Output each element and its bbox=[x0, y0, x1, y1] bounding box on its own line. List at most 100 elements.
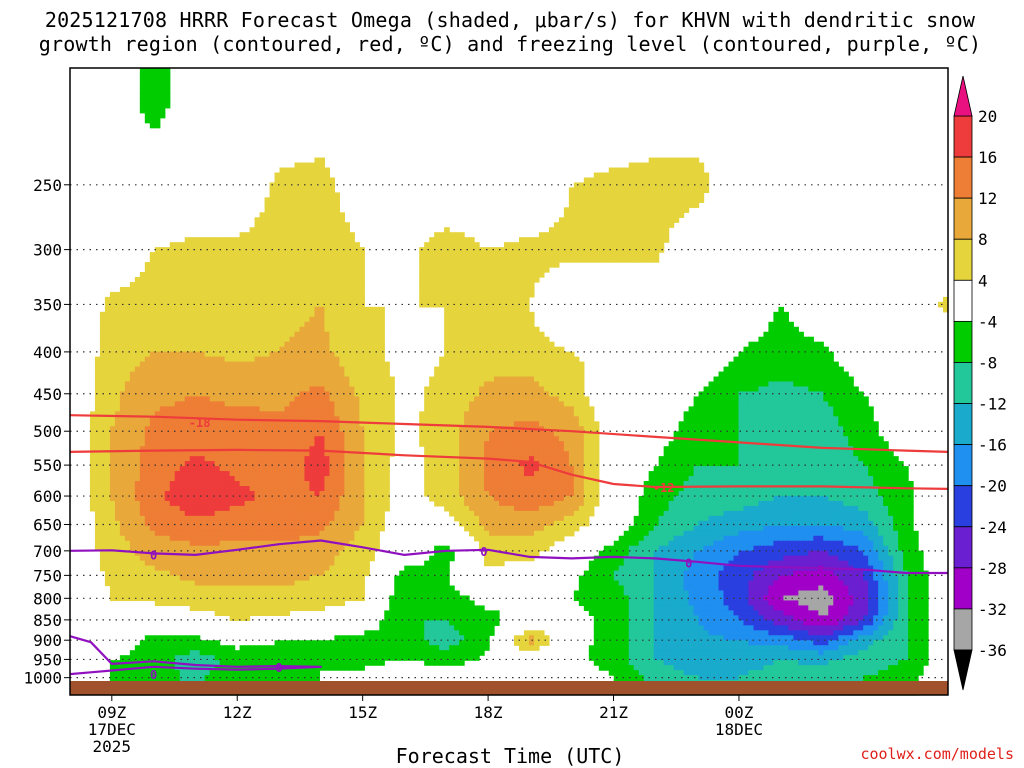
omega-cell bbox=[454, 401, 460, 407]
omega-cell bbox=[534, 431, 540, 437]
omega-cell bbox=[290, 406, 296, 412]
omega-cell bbox=[275, 252, 281, 258]
omega-cell bbox=[260, 421, 266, 427]
omega-cell bbox=[599, 232, 605, 238]
omega-cell bbox=[469, 307, 475, 313]
omega-cell bbox=[285, 357, 291, 363]
omega-cell bbox=[644, 212, 650, 218]
omega-cell bbox=[679, 177, 685, 183]
omega-cell bbox=[299, 431, 305, 437]
omega-cell bbox=[514, 267, 520, 273]
omega-cell bbox=[444, 307, 450, 313]
omega-cell bbox=[519, 406, 525, 412]
omega-cell bbox=[743, 406, 749, 412]
omega-cell bbox=[629, 197, 635, 203]
omega-cell bbox=[225, 362, 231, 368]
omega-cell bbox=[788, 357, 794, 363]
omega-cell bbox=[324, 436, 330, 442]
omega-cell bbox=[245, 267, 251, 273]
omega-cell bbox=[729, 372, 735, 378]
omega-cell bbox=[250, 357, 256, 363]
omega-cell bbox=[175, 327, 181, 333]
omega-cell bbox=[324, 262, 330, 268]
omega-cell bbox=[304, 411, 310, 417]
omega-cell bbox=[299, 227, 305, 233]
omega-cell bbox=[304, 372, 310, 378]
omega-cell bbox=[354, 332, 360, 338]
omega-cell bbox=[684, 416, 690, 422]
omega-cell bbox=[334, 267, 340, 273]
omega-cell bbox=[489, 277, 495, 283]
omega-cell bbox=[265, 386, 271, 392]
omega-cell bbox=[135, 292, 141, 298]
omega-cell bbox=[309, 391, 315, 397]
omega-cell bbox=[180, 436, 186, 442]
omega-cell bbox=[768, 357, 774, 363]
omega-cell bbox=[444, 227, 450, 233]
omega-cell bbox=[474, 267, 480, 273]
omega-cell bbox=[724, 401, 730, 407]
omega-cell bbox=[235, 362, 241, 368]
omega-cell bbox=[569, 411, 575, 417]
omega-cell bbox=[788, 322, 794, 328]
omega-cell bbox=[314, 431, 320, 437]
omega-cell bbox=[110, 312, 116, 318]
omega-cell bbox=[624, 192, 630, 198]
omega-cell bbox=[559, 222, 565, 228]
omega-cell bbox=[484, 262, 490, 268]
omega-cell bbox=[195, 431, 201, 437]
omega-cell bbox=[773, 347, 779, 353]
omega-cell bbox=[539, 252, 545, 258]
omega-cell bbox=[100, 441, 106, 447]
omega-cell bbox=[459, 446, 465, 452]
omega-cell bbox=[344, 267, 350, 273]
omega-cell bbox=[334, 406, 340, 412]
omega-cell bbox=[155, 267, 161, 273]
omega-cell bbox=[719, 421, 725, 427]
omega-cell bbox=[329, 436, 335, 442]
omega-cell bbox=[230, 307, 236, 313]
omega-cell bbox=[594, 202, 600, 208]
omega-cell bbox=[604, 202, 610, 208]
omega-cell bbox=[773, 382, 779, 388]
omega-cell bbox=[255, 252, 261, 258]
omega-cell bbox=[519, 337, 525, 343]
omega-cell bbox=[639, 177, 645, 183]
omega-cell bbox=[230, 327, 236, 333]
omega-cell bbox=[444, 386, 450, 392]
omega-cell bbox=[724, 391, 730, 397]
omega-cell bbox=[150, 357, 156, 363]
omega-cell bbox=[280, 377, 286, 383]
omega-cell bbox=[105, 337, 111, 343]
omega-cell bbox=[270, 292, 276, 298]
omega-cell bbox=[808, 411, 814, 417]
omega-cell bbox=[324, 292, 330, 298]
omega-cell bbox=[364, 322, 370, 328]
omega-cell bbox=[235, 307, 241, 313]
omega-cell bbox=[818, 426, 824, 432]
omega-cell bbox=[509, 362, 515, 368]
omega-cell bbox=[559, 247, 565, 253]
omega-cell bbox=[454, 297, 460, 303]
omega-cell bbox=[793, 342, 799, 348]
omega-cell bbox=[314, 367, 320, 373]
omega-cell bbox=[589, 227, 595, 233]
omega-cell bbox=[299, 317, 305, 323]
omega-cell bbox=[419, 287, 425, 293]
omega-cell bbox=[694, 163, 700, 169]
omega-cell bbox=[763, 401, 769, 407]
omega-cell bbox=[494, 352, 500, 358]
omega-cell bbox=[210, 322, 216, 328]
omega-cell bbox=[579, 222, 585, 228]
omega-cell bbox=[564, 362, 570, 368]
omega-cell bbox=[235, 267, 241, 273]
omega-cell bbox=[220, 267, 226, 273]
omega-cell bbox=[290, 267, 296, 273]
omega-cell bbox=[434, 401, 440, 407]
omega-cell bbox=[344, 441, 350, 447]
omega-cell bbox=[539, 357, 545, 363]
omega-cell bbox=[230, 287, 236, 293]
omega-cell bbox=[230, 272, 236, 278]
omega-cell bbox=[220, 252, 226, 258]
omega-cell bbox=[359, 382, 365, 388]
